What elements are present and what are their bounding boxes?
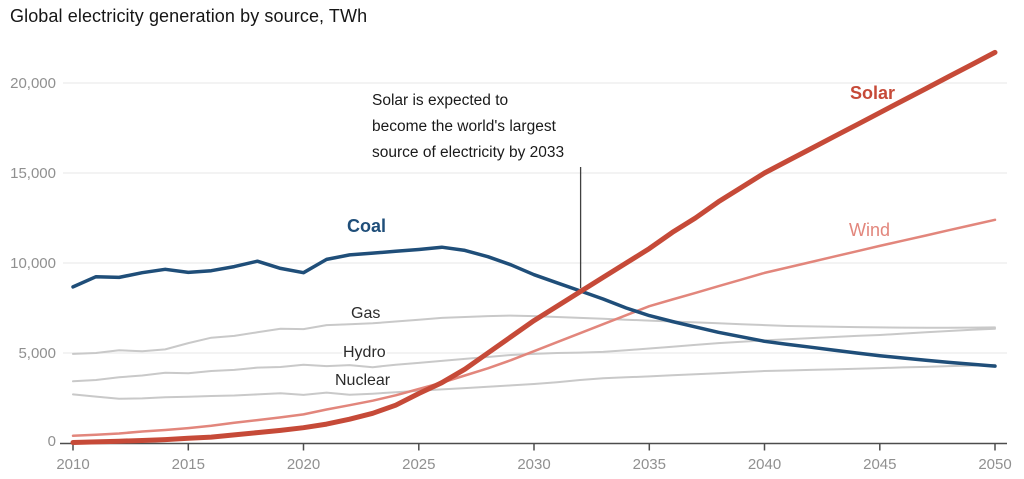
x-tick-label: 2045 xyxy=(863,456,896,473)
series-label-gas: Gas xyxy=(351,305,380,322)
annotation-line-3: source of electricity by 2033 xyxy=(372,144,564,161)
series-line-coal xyxy=(71,245,997,368)
annotation-line-1: Solar is expected to xyxy=(372,92,508,109)
x-tick-label: 2040 xyxy=(748,456,781,473)
x-tick-label: 2010 xyxy=(56,456,89,473)
x-tick-label: 2025 xyxy=(402,456,435,473)
series-label-coal: Coal xyxy=(347,216,386,236)
series-label-wind: Wind xyxy=(849,220,890,240)
x-tick-label: 2015 xyxy=(172,456,205,473)
annotation-line-2: become the world's largest xyxy=(372,118,557,135)
y-tick-label: 15,000 xyxy=(10,165,56,182)
y-tick-label: 20,000 xyxy=(10,75,56,92)
series-line-wind xyxy=(71,218,997,438)
x-tick-label: 2030 xyxy=(517,456,550,473)
y-tick-label: 5,000 xyxy=(18,345,56,362)
y-tick-label: 0 xyxy=(48,433,56,450)
series-line-gas xyxy=(72,314,996,355)
x-tick-label: 2050 xyxy=(978,456,1011,473)
y-tick-label: 10,000 xyxy=(10,255,56,272)
series-line-solar xyxy=(70,49,998,445)
chart-title: Global electricity generation by source,… xyxy=(10,6,368,26)
series-line-nuclear xyxy=(72,363,996,400)
series-line-hydro xyxy=(72,327,996,383)
series-label-nuclear: Nuclear xyxy=(335,372,391,389)
x-tick-label: 2020 xyxy=(287,456,320,473)
x-tick-label: 2035 xyxy=(633,456,666,473)
series-label-solar: Solar xyxy=(850,83,895,103)
series-label-hydro: Hydro xyxy=(343,344,386,361)
